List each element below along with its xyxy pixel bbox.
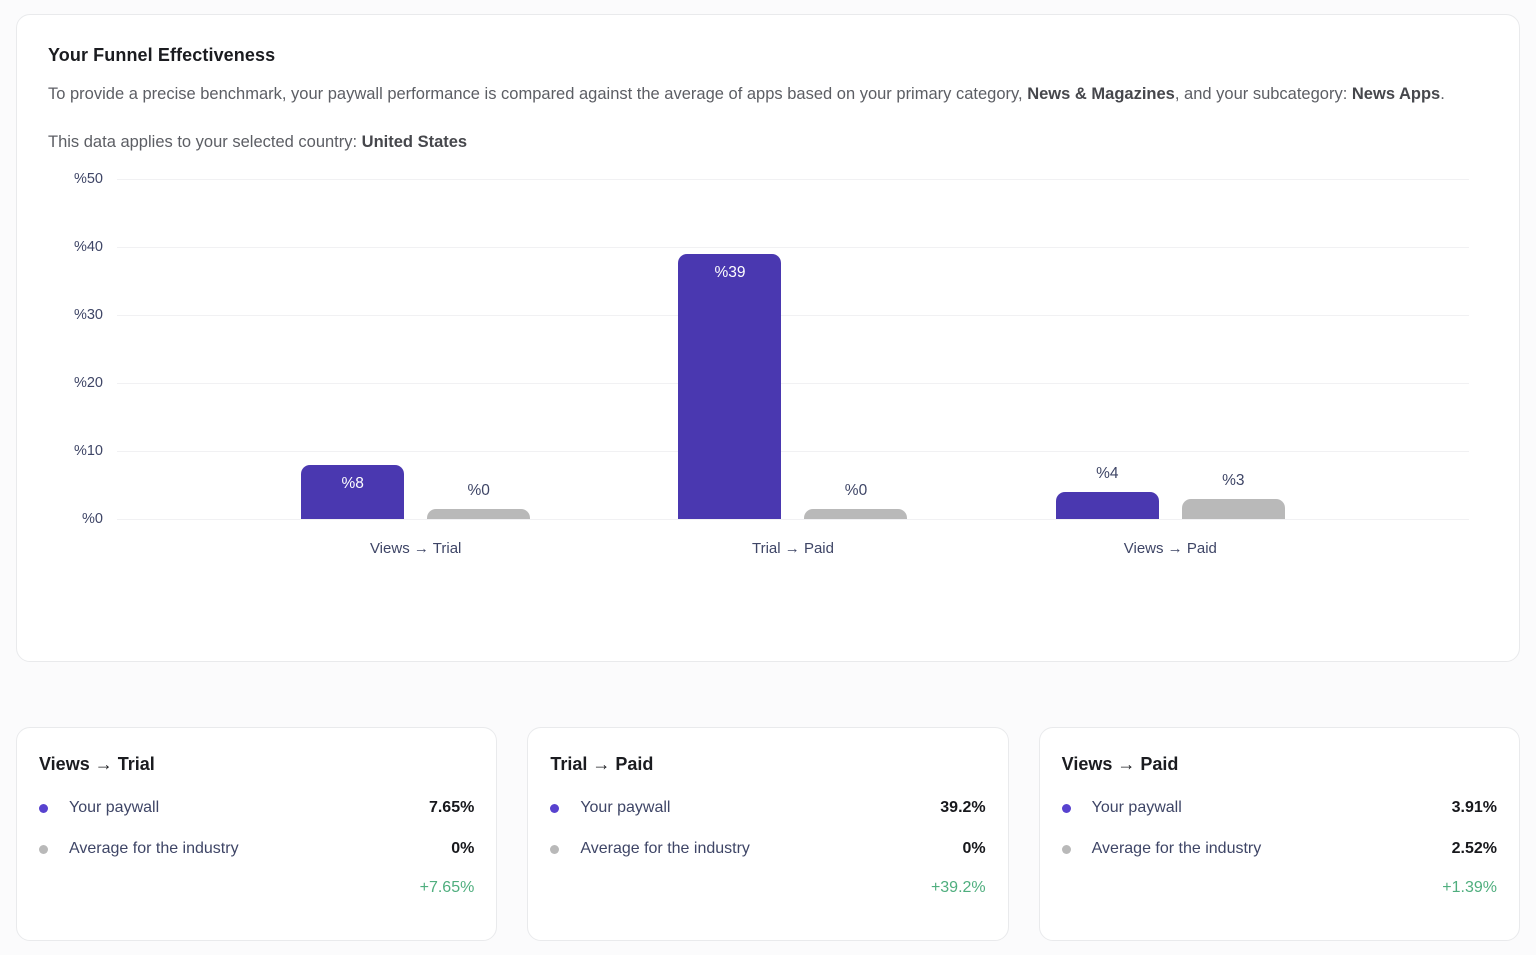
- country-note: This data applies to your selected count…: [48, 133, 1494, 152]
- your-paywall-dot-icon: [39, 803, 48, 813]
- x-axis-category-label: Trial → Paid: [752, 540, 834, 557]
- bar-value-label: %4: [1096, 464, 1119, 482]
- funnel-bar-chart: %50 %40 %30 %20 %10 %0 %8 %0 %39 %0 %4 %3 Views → T…: [48, 171, 1494, 557]
- summary-card-trial-paid: Trial → Paid Your paywall 39.2% Average …: [527, 727, 1009, 941]
- bar-slot: %0: [804, 179, 908, 519]
- x-axis-category-label: Views → Trial: [369, 540, 462, 557]
- bar-value-label: %0: [467, 482, 490, 499]
- gridline: [117, 315, 1469, 316]
- legend-row-your-paywall: Your paywall 3.91%: [1061, 799, 1497, 817]
- bar-value-label: %3: [1222, 471, 1245, 489]
- delta-badge: +1.39%: [1442, 879, 1497, 896]
- legend-row-your-paywall: Your paywall 39.2%: [550, 799, 986, 817]
- summary-card-views-paid: Views → Paid Your paywall 3.91% Average …: [1038, 727, 1520, 941]
- your-paywall-dot-icon: [550, 803, 560, 813]
- legend-row-industry-average: Average for the industry 2.52%: [1061, 840, 1497, 858]
- your-paywall-bar[interactable]: %39: [678, 253, 782, 519]
- legend-label: Your paywall: [580, 799, 671, 816]
- y-axis-tick: %20: [73, 375, 103, 391]
- legend-value: 0%: [451, 840, 475, 857]
- summary-card-views-trial: Views → Trial Your paywall 7.65% Average…: [16, 727, 498, 941]
- bar-value-label: %8: [341, 474, 364, 492]
- y-axis-tick: %0: [82, 511, 103, 527]
- summary-card-title: Trial → Paid: [550, 754, 654, 774]
- bar-group: %8 %0: [227, 179, 604, 519]
- bar-slot: %0: [427, 179, 531, 519]
- summary-card-title: Views → Trial: [39, 754, 155, 774]
- legend-row-industry-average: Average for the industry 0%: [550, 840, 986, 858]
- bar-slot: %8: [301, 179, 405, 519]
- industry-average-dot-icon: [1061, 844, 1071, 854]
- legend-value: 0%: [962, 840, 986, 857]
- your-paywall-bar[interactable]: %4: [1055, 465, 1159, 519]
- description-text: .: [1440, 85, 1445, 103]
- bar-slot: %39: [678, 179, 782, 519]
- industry-average-dot-icon: [39, 844, 48, 854]
- y-axis-tick: %10: [73, 443, 103, 459]
- gridline: [117, 519, 1469, 520]
- subcategory-value: News Apps: [1351, 85, 1441, 103]
- legend-row-industry-average: Average for the industry 0%: [39, 840, 474, 858]
- gridline: [117, 383, 1469, 384]
- delta-badge: +39.2%: [930, 879, 986, 896]
- chart-plot: %50 %40 %30 %20 %10 %0 %8 %0 %39 %0 %4 %3: [74, 171, 1469, 527]
- bar-groups: %8 %0 %39 %0 %4 %3: [227, 179, 1359, 519]
- industry-average-bar[interactable]: %0: [804, 482, 908, 519]
- country-value: United States: [361, 133, 468, 151]
- description-text: To provide a precise benchmark, your pay…: [48, 85, 1028, 103]
- summary-card-title: Views → Paid: [1061, 754, 1179, 774]
- chart-x-axis: Views → Trial Trial → Paid Views → Paid: [117, 540, 1469, 557]
- delta-badge: +7.65%: [419, 879, 475, 896]
- industry-average-bar[interactable]: %3: [1181, 472, 1285, 519]
- bar-value-label: %39: [714, 263, 746, 281]
- bar-slot: %3: [1181, 179, 1285, 519]
- bar-group: %39 %0: [604, 179, 981, 519]
- bar-value-label: %0: [844, 482, 868, 499]
- legend-row-your-paywall: Your paywall 7.65%: [39, 799, 474, 817]
- legend-value: 3.91%: [1451, 799, 1497, 816]
- industry-average-dot-icon: [550, 844, 560, 854]
- legend-label: Average for the industry: [1091, 840, 1262, 857]
- y-axis-tick: %50: [73, 171, 103, 187]
- legend-value: 7.65%: [428, 799, 475, 816]
- y-axis-tick: %30: [73, 307, 103, 323]
- page-title: Your Funnel Effectiveness: [48, 45, 276, 65]
- legend-label: Average for the industry: [580, 840, 750, 857]
- gridline: [117, 451, 1469, 452]
- bar-slot: %4: [1055, 179, 1159, 519]
- industry-average-bar[interactable]: %0: [427, 482, 531, 519]
- country-note-text: This data applies to your selected count…: [48, 133, 362, 151]
- y-axis-tick: %40: [73, 239, 103, 255]
- primary-category-value: News & Magazines: [1027, 85, 1175, 103]
- legend-label: Average for the industry: [69, 840, 239, 857]
- legend-label: Your paywall: [1091, 799, 1182, 816]
- gridline: [117, 247, 1469, 248]
- funnel-effectiveness-card: Your Funnel Effectiveness To provide a p…: [16, 14, 1520, 662]
- benchmark-description: To provide a precise benchmark, your pay…: [48, 81, 1494, 108]
- gridline: [117, 179, 1469, 180]
- legend-value: 39.2%: [940, 799, 986, 816]
- your-paywall-bar[interactable]: %8: [301, 464, 405, 519]
- legend-value: 2.52%: [1451, 840, 1497, 857]
- description-text: , and your subcategory:: [1174, 85, 1352, 103]
- your-paywall-dot-icon: [1061, 803, 1071, 813]
- summary-cards-row: Views → Trial Your paywall 7.65% Average…: [16, 727, 1520, 941]
- legend-label: Your paywall: [69, 799, 160, 816]
- x-axis-category-label: Views → Paid: [1123, 540, 1217, 557]
- bar-group: %4 %3: [982, 179, 1359, 519]
